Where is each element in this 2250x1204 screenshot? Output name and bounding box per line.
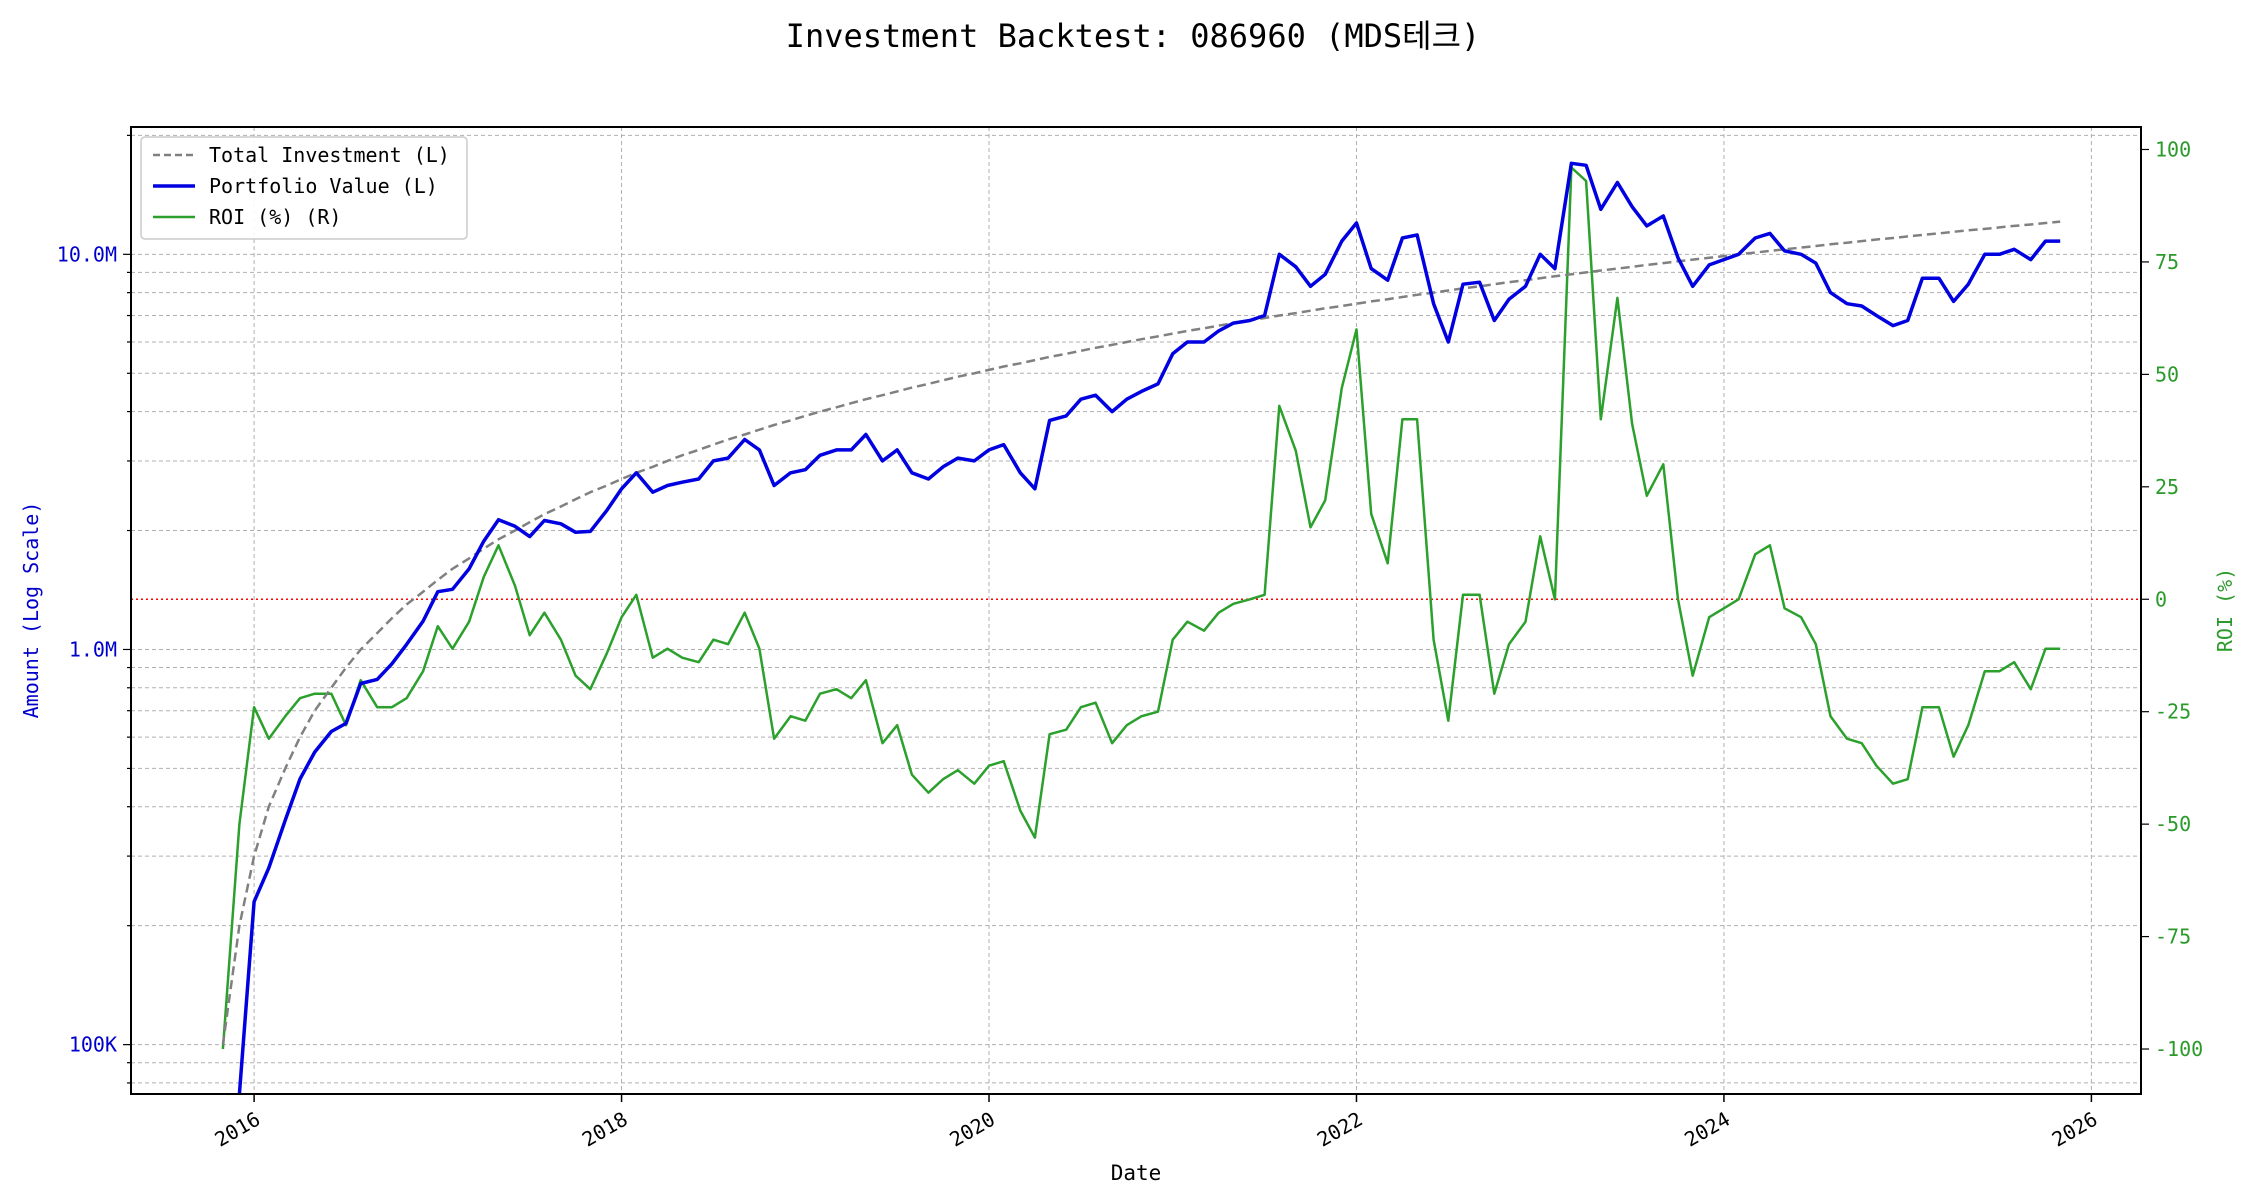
series-group bbox=[221, 161, 2061, 1095]
x-axis: 2016 2018 2020 2022 2024 2026 bbox=[210, 1094, 2101, 1152]
y-right-tick-label: -50 bbox=[2155, 812, 2191, 836]
y-left-tick-label: 1.0M bbox=[69, 637, 117, 661]
legend-label: Portfolio Value (L) bbox=[209, 174, 438, 198]
plot-frame bbox=[130, 126, 2142, 1095]
x-tick-label: 2022 bbox=[1313, 1107, 1367, 1152]
portfolio-value-line bbox=[237, 161, 2061, 1095]
y-axis-left-label: Amount (Log Scale) bbox=[19, 502, 43, 719]
y-axis-right: -100 -75 -50 -25 0 25 50 75 100 bbox=[2141, 137, 2203, 1061]
legend-box bbox=[140, 136, 468, 240]
y-right-tick-label: -25 bbox=[2155, 700, 2191, 724]
x-tick-label: 2026 bbox=[2048, 1107, 2102, 1152]
chart-title: Investment Backtest: 086960 (MDS테크) bbox=[786, 17, 1481, 55]
y-right-tick-label: 100 bbox=[2155, 137, 2191, 161]
y-left-tick-label: 10.0M bbox=[57, 242, 117, 266]
grid-lines bbox=[131, 127, 2141, 1094]
y-right-tick-label: -75 bbox=[2155, 925, 2191, 949]
y-left-tick-label: 100K bbox=[69, 1033, 117, 1057]
y-right-tick-label: 25 bbox=[2155, 475, 2179, 499]
x-tick-label: 2018 bbox=[578, 1107, 632, 1152]
total-investment-line bbox=[221, 220, 2061, 1045]
legend-label: ROI (%) (R) bbox=[209, 205, 341, 229]
roi-line bbox=[221, 166, 2061, 1050]
x-tick-label: 2020 bbox=[945, 1107, 999, 1152]
x-axis-label: Date bbox=[1111, 1161, 1162, 1185]
y-right-tick-label: -100 bbox=[2155, 1037, 2203, 1061]
y-right-tick-label: 0 bbox=[2155, 587, 2167, 611]
legend: Total Investment (L) Portfolio Value (L) R… bbox=[140, 136, 468, 240]
x-tick-label: 2016 bbox=[210, 1107, 264, 1152]
x-tick-label: 2024 bbox=[1680, 1107, 1734, 1152]
y-axis-right-label: ROI (%) bbox=[2213, 568, 2237, 652]
y-right-tick-label: 50 bbox=[2155, 362, 2179, 386]
legend-label: Total Investment (L) bbox=[209, 143, 450, 167]
y-right-tick-label: 75 bbox=[2155, 250, 2179, 274]
y-axis-left: 100K 1.0M 10.0M bbox=[57, 134, 131, 1084]
